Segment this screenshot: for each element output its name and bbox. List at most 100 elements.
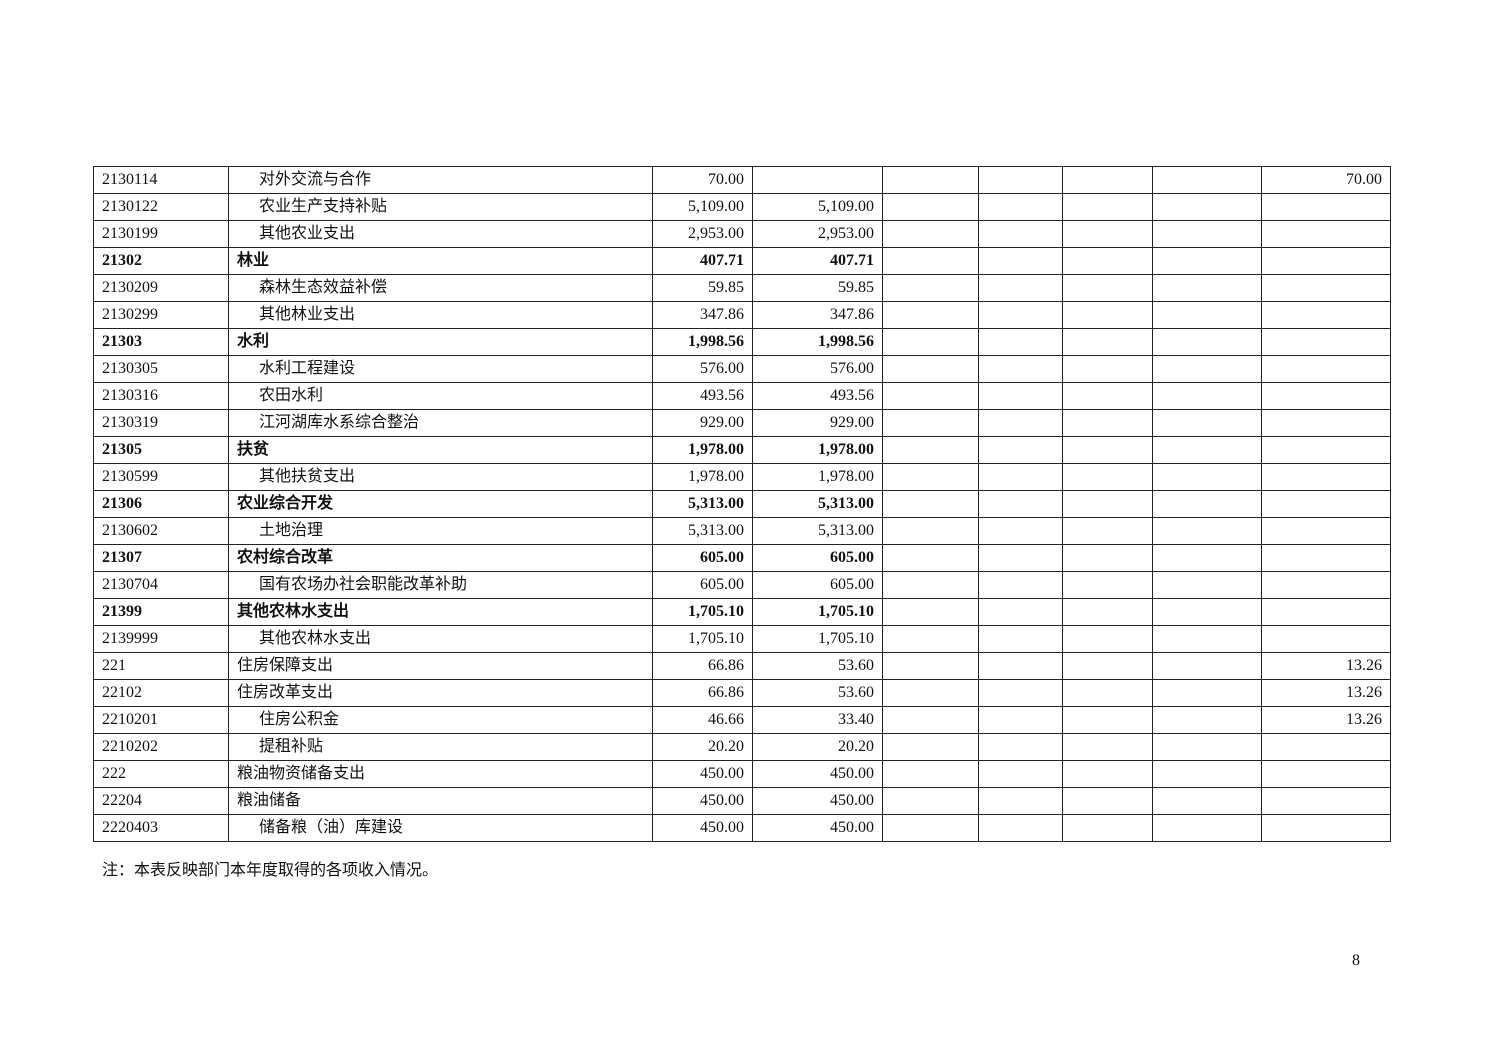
cell-empty (1062, 652, 1153, 680)
cell-total: 70.00 (652, 166, 753, 194)
cell-empty (978, 274, 1063, 302)
cell-other (1261, 517, 1391, 545)
cell-code: 2220403 (93, 814, 229, 842)
cell-other: 70.00 (1261, 166, 1391, 194)
cell-empty (978, 220, 1063, 248)
cell-empty (1062, 544, 1153, 572)
cell-other (1261, 598, 1391, 626)
cell-code: 2130305 (93, 355, 229, 383)
cell-code: 2130114 (93, 166, 229, 194)
cell-empty (882, 544, 979, 572)
cell-name: 林业 (228, 247, 653, 275)
cell-general-budget: 2,953.00 (752, 220, 883, 248)
cell-name: 其他林业支出 (228, 301, 653, 329)
cell-other (1261, 355, 1391, 383)
cell-empty (882, 436, 979, 464)
table-row: 21305 扶贫 1,978.00 1,978.00 (93, 436, 1391, 464)
cell-empty (1062, 760, 1153, 788)
cell-name: 粮油物资储备支出 (228, 760, 653, 788)
cell-total: 450.00 (652, 814, 753, 842)
table-row: 21399 其他农林水支出 1,705.10 1,705.10 (93, 598, 1391, 626)
cell-name: 农村综合改革 (228, 544, 653, 572)
cell-empty (978, 301, 1063, 329)
cell-name: 住房保障支出 (228, 652, 653, 680)
cell-empty (1062, 355, 1153, 383)
cell-other (1261, 193, 1391, 221)
cell-empty (1062, 409, 1153, 437)
cell-code: 2130122 (93, 193, 229, 221)
cell-empty (882, 328, 979, 356)
cell-general-budget: 5,313.00 (752, 517, 883, 545)
cell-total: 347.86 (652, 301, 753, 329)
cell-code: 2130199 (93, 220, 229, 248)
cell-empty (882, 247, 979, 275)
cell-general-budget: 450.00 (752, 814, 883, 842)
cell-name: 储备粮（油）库建设 (228, 814, 653, 842)
cell-empty (978, 625, 1063, 653)
cell-empty (1062, 679, 1153, 707)
cell-code: 2130599 (93, 463, 229, 491)
cell-empty (882, 598, 979, 626)
cell-empty (882, 166, 979, 194)
cell-empty (1152, 544, 1262, 572)
cell-general-budget: 450.00 (752, 760, 883, 788)
cell-empty (882, 760, 979, 788)
cell-empty (1062, 598, 1153, 626)
cell-general-budget: 20.20 (752, 733, 883, 761)
cell-general-budget: 1,978.00 (752, 436, 883, 464)
cell-empty (882, 652, 979, 680)
cell-name: 住房公积金 (228, 706, 653, 734)
cell-other (1261, 760, 1391, 788)
cell-empty (882, 814, 979, 842)
cell-empty (1152, 166, 1262, 194)
cell-empty (978, 436, 1063, 464)
cell-empty (882, 274, 979, 302)
cell-name: 粮油储备 (228, 787, 653, 815)
cell-empty (882, 355, 979, 383)
cell-empty (882, 220, 979, 248)
cell-empty (978, 355, 1063, 383)
cell-general-budget: 347.86 (752, 301, 883, 329)
cell-empty (1062, 571, 1153, 599)
cell-empty (978, 652, 1063, 680)
cell-total: 1,978.00 (652, 463, 753, 491)
cell-name: 提租补贴 (228, 733, 653, 761)
cell-empty (978, 247, 1063, 275)
cell-empty (1152, 787, 1262, 815)
cell-empty (1062, 193, 1153, 221)
table-note: 注：本表反映部门本年度取得的各项收入情况。 (102, 862, 439, 879)
cell-empty (1062, 517, 1153, 545)
cell-empty (1152, 625, 1262, 653)
cell-total: 576.00 (652, 355, 753, 383)
table-row: 2130209 森林生态效益补偿 59.85 59.85 (93, 274, 1391, 302)
cell-total: 929.00 (652, 409, 753, 437)
cell-empty (882, 679, 979, 707)
cell-empty (1062, 490, 1153, 518)
cell-empty (882, 517, 979, 545)
cell-empty (1152, 301, 1262, 329)
table-row: 2220403 储备粮（油）库建设 450.00 450.00 (93, 814, 1391, 842)
cell-general-budget: 450.00 (752, 787, 883, 815)
cell-empty (1062, 274, 1153, 302)
cell-total: 59.85 (652, 274, 753, 302)
cell-other (1261, 544, 1391, 572)
table-row: 21302 林业 407.71 407.71 (93, 247, 1391, 275)
cell-empty (1152, 490, 1262, 518)
cell-empty (882, 301, 979, 329)
table-body: 2130114 对外交流与合作 70.00 70.00 2130122 农业生产支持补贴 5… (93, 166, 1391, 842)
cell-code: 2139999 (93, 625, 229, 653)
cell-general-budget: 5,313.00 (752, 490, 883, 518)
cell-code: 222 (93, 760, 229, 788)
cell-name: 土地治理 (228, 517, 653, 545)
cell-name: 对外交流与合作 (228, 166, 653, 194)
cell-empty (1062, 166, 1153, 194)
table-row: 222 粮油物资储备支出 450.00 450.00 (93, 760, 1391, 788)
cell-total: 605.00 (652, 544, 753, 572)
cell-empty (978, 706, 1063, 734)
cell-empty (978, 760, 1063, 788)
cell-total: 46.66 (652, 706, 753, 734)
cell-empty (882, 733, 979, 761)
table-row: 21306 农业综合开发 5,313.00 5,313.00 (93, 490, 1391, 518)
cell-other (1261, 220, 1391, 248)
table-row: 2130599 其他扶贫支出 1,978.00 1,978.00 (93, 463, 1391, 491)
